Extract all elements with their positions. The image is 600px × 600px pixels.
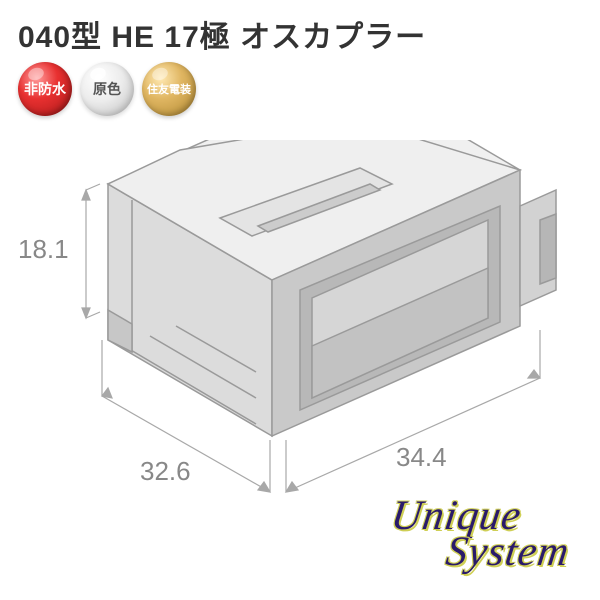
dim-width: 32.6 bbox=[140, 456, 191, 487]
dim-height: 18.1 bbox=[18, 234, 69, 265]
watermark-line2: System bbox=[443, 528, 572, 576]
diagram-svg bbox=[0, 140, 600, 510]
badge-maker: 住友電装 bbox=[142, 62, 196, 116]
connector-diagram: 18.1 32.6 34.4 bbox=[0, 140, 600, 510]
product-title: 040型 HE 17極 オスカプラー bbox=[18, 12, 582, 56]
badge-waterproof: 非防水 bbox=[18, 62, 72, 116]
badge-row: 非防水 原色 住友電装 bbox=[18, 62, 582, 116]
dim-depth: 34.4 bbox=[396, 442, 447, 473]
badge-color: 原色 bbox=[80, 62, 134, 116]
brand-watermark: Unique System bbox=[383, 492, 577, 576]
